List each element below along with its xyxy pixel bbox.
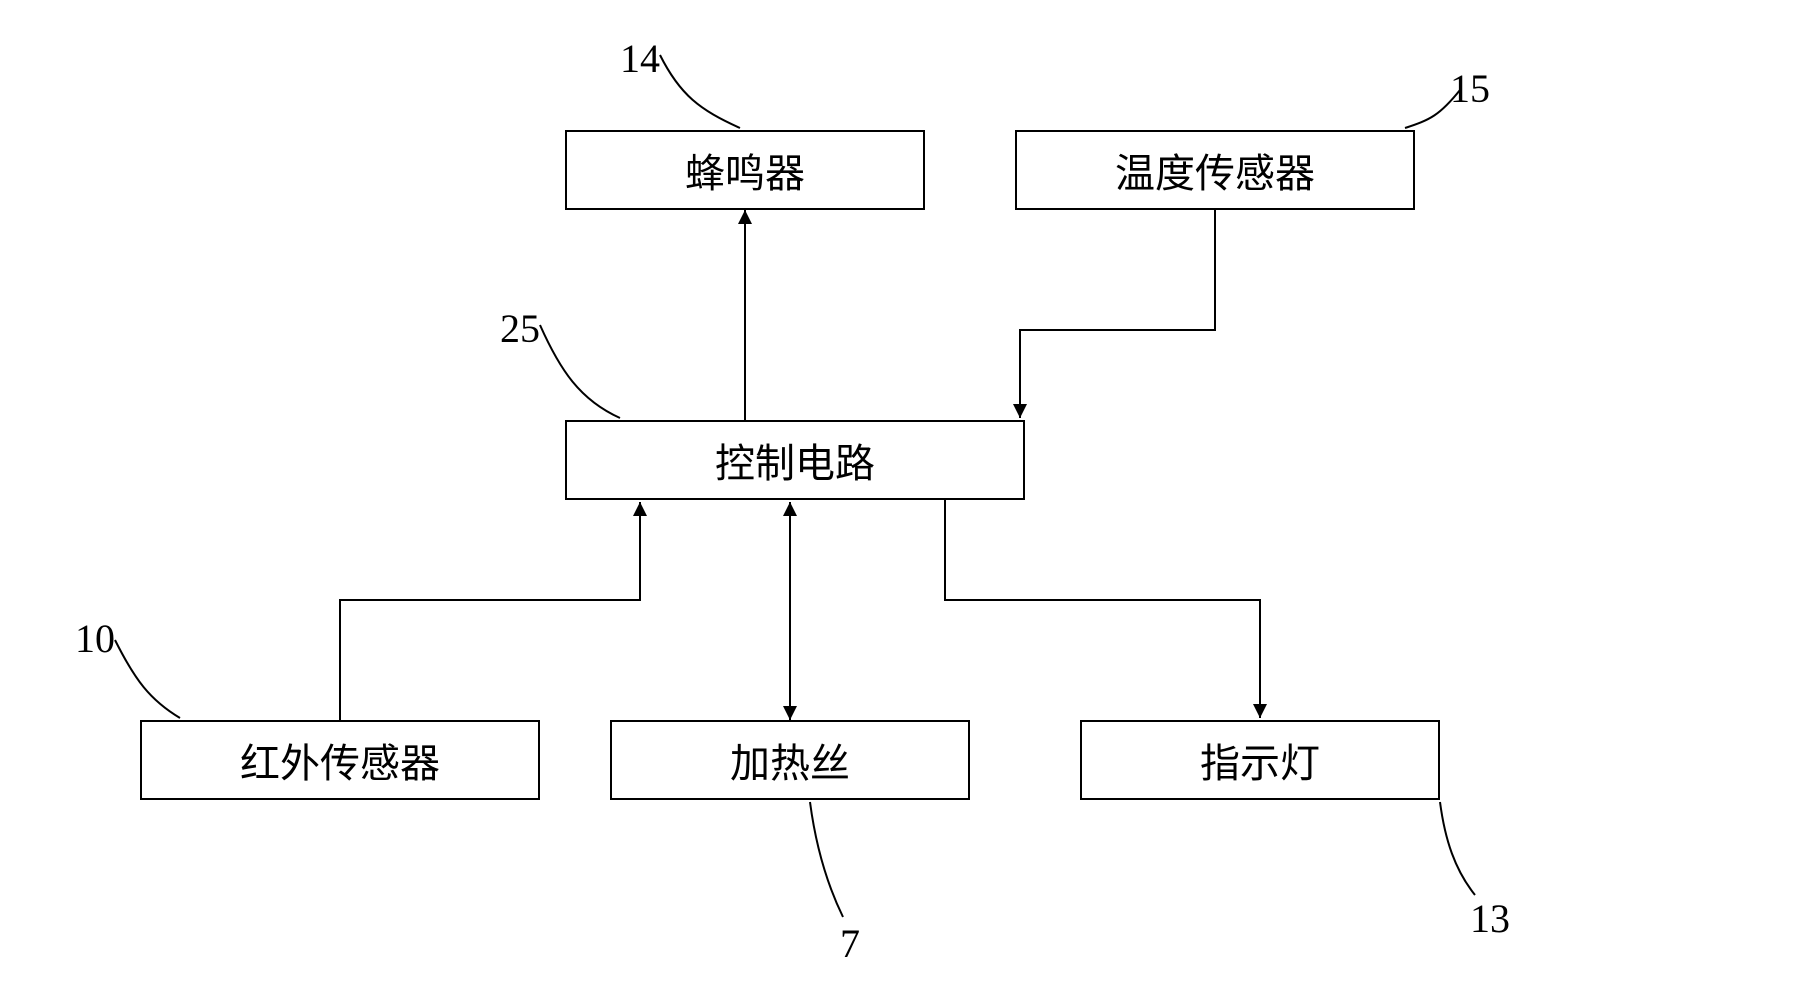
node-heating-wire: 加热丝: [610, 720, 970, 800]
node-temp-sensor-label: 温度传感器: [1115, 141, 1315, 199]
node-control-circuit-label: 控制电路: [715, 431, 875, 489]
node-control-circuit: 控制电路: [565, 420, 1025, 500]
callout-buzzer: 14: [620, 35, 660, 82]
node-temp-sensor: 温度传感器: [1015, 130, 1415, 210]
node-indicator-light-label: 指示灯: [1200, 731, 1320, 789]
node-buzzer: 蜂鸣器: [565, 130, 925, 210]
callout-indicator-light: 13: [1470, 895, 1510, 942]
diagram-stage: 蜂鸣器 温度传感器 控制电路 红外传感器 加热丝 指示灯 14 15 25 10…: [0, 0, 1817, 1003]
callout-ir-sensor: 10: [75, 615, 115, 662]
callout-heating-wire: 7: [840, 920, 860, 967]
node-ir-sensor-label: 红外传感器: [240, 731, 440, 789]
node-ir-sensor: 红外传感器: [140, 720, 540, 800]
node-buzzer-label: 蜂鸣器: [685, 141, 805, 199]
node-heating-wire-label: 加热丝: [730, 731, 850, 789]
callout-control-circuit: 25: [500, 305, 540, 352]
callout-temp-sensor: 15: [1450, 65, 1490, 112]
node-indicator-light: 指示灯: [1080, 720, 1440, 800]
